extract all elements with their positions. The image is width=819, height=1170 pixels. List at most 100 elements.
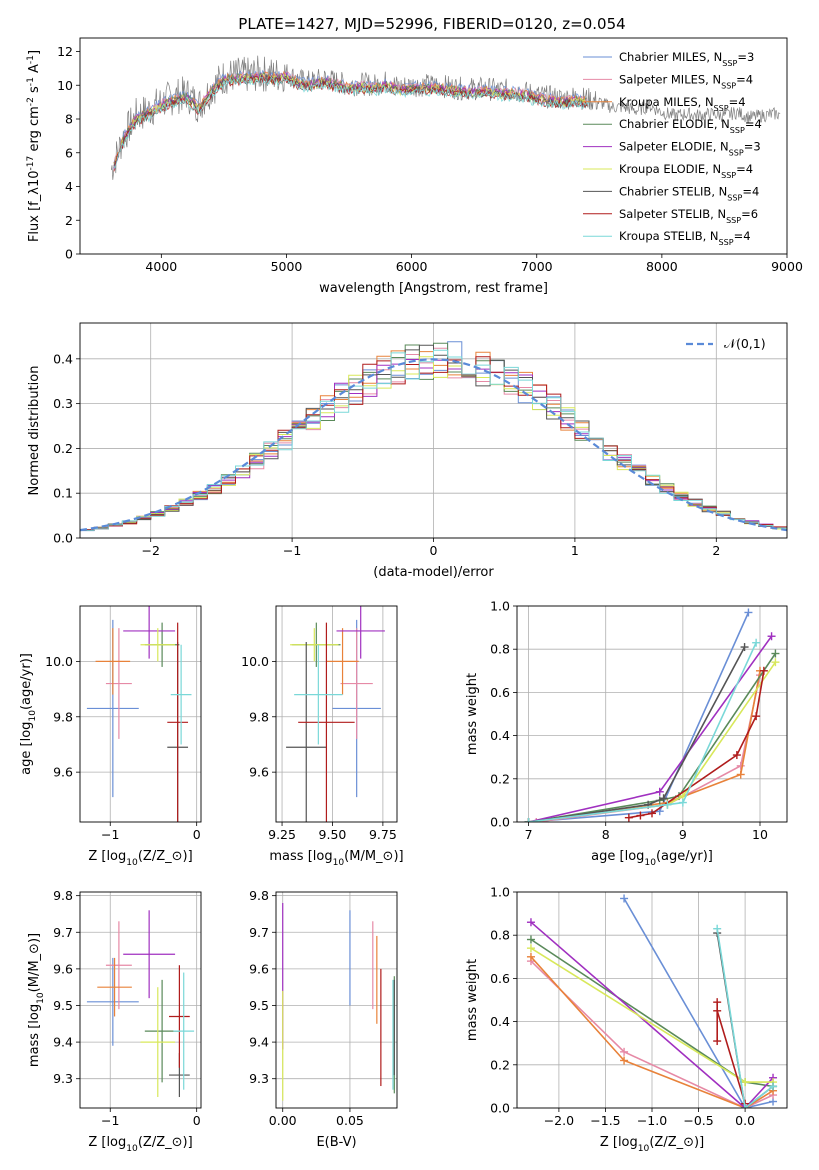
error-bar-point [298, 622, 355, 822]
series-marker [771, 649, 780, 658]
y-tick-label: 12 [57, 44, 73, 59]
legend-label: Salpeter STELIB, NSSP=6 [619, 207, 758, 225]
ticks: 4000 5000 6000 7000 8000 9000 0 2 4 6 8 10 12 [57, 44, 803, 274]
figure-title: PLATE=1427, MJD=52996, FIBERID=0120, z=0… [238, 15, 625, 33]
y-tick-label: 9.7 [53, 925, 73, 940]
ticks: −2.0 −1.5 −1.0 −0.5 0.0 0.0 0.2 0.4 0.6 0.8 1.0 [490, 885, 755, 1129]
x-tick-label: 9.50 [319, 827, 347, 842]
x-tick-label: 1 [571, 543, 579, 558]
grid [276, 892, 397, 1108]
axes-frame [79, 605, 202, 823]
series-line [536, 674, 761, 822]
series-marker [648, 809, 656, 818]
legend-label: Salpeter ELODIE, NSSP=3 [619, 140, 761, 158]
residuals-panel: −2 −1 0 1 2 0.0 0.1 0.2 0.3 0.4 (data-model)/error… [27, 322, 788, 580]
error-bar-point [140, 628, 176, 662]
y-tick-label: 9.8 [249, 888, 269, 903]
x-tick-label: −1 [101, 1113, 119, 1128]
legend-label: Chabrier STELIB, NSSP=4 [619, 184, 759, 202]
plot-area [86, 606, 192, 822]
x-tick-label: 9000 [771, 259, 803, 274]
x-tick-label: −1.0 [637, 1113, 667, 1128]
model-spectrum [113, 76, 590, 169]
y-axis-label: age [log10(age/yr)] [19, 653, 38, 775]
series-marker [663, 800, 672, 809]
mass-vs-ebv-panel: 0.00 0.05 9.3 9.4 9.5 9.6 9.7 9.8 E(B-V) [249, 888, 398, 1150]
plot-area [286, 606, 385, 822]
x-tick-label: 0 [430, 543, 438, 558]
residual-histogram [80, 356, 787, 530]
ticks: 0.00 0.05 9.3 9.4 9.5 9.6 9.7 9.8 [249, 888, 364, 1128]
spectrum-panel: 4000 5000 6000 7000 8000 9000 0 2 4 6 8 10 12 wavelen… [26, 37, 803, 296]
error-bar-point [123, 606, 176, 659]
series-marker [759, 666, 768, 675]
legend-label: Kroupa STELIB, NSSP=4 [619, 229, 751, 247]
legend-label: Salpeter MILES, NSSP=4 [619, 72, 753, 90]
series-line [628, 670, 765, 819]
error-bar-point [97, 957, 132, 1017]
ticks: 9.25 9.50 9.75 9.6 9.8 10.0 [241, 654, 397, 842]
y-tick-label: 0.0 [490, 815, 510, 830]
y-tick-label: 9.6 [53, 765, 73, 780]
series-line [530, 921, 774, 1108]
ticks: −1 0 9.3 9.4 9.5 9.6 9.7 9.8 [53, 888, 201, 1128]
error-bar-point [294, 644, 343, 745]
series-marker [767, 632, 776, 641]
plot-area [86, 910, 195, 1098]
series-marker [771, 658, 780, 667]
y-tick-label: 9.6 [53, 961, 73, 976]
series-marker [752, 638, 761, 647]
series-marker [744, 608, 753, 617]
x-tick-label: 9 [679, 827, 687, 842]
y-tick-label: 0.6 [490, 971, 510, 986]
series-marker [526, 918, 535, 927]
x-tick-label: −2 [141, 543, 159, 558]
mass-vs-metallicity-panel: −1 0 9.3 9.4 9.5 9.6 9.7 9.8 Z [log10(Z/Z_⊙)] mas… [27, 888, 202, 1154]
error-bar-point [336, 606, 385, 659]
y-tick-label: 0.3 [53, 396, 73, 411]
series-line [528, 646, 746, 822]
error-bar-point [140, 987, 176, 1098]
series-line [716, 928, 774, 1108]
series-marker [741, 1078, 750, 1087]
x-tick-label: 0 [193, 827, 201, 842]
x-tick-label: 0.0 [735, 1113, 755, 1128]
series-line [528, 661, 777, 822]
x-axis-label: E(B-V) [316, 1135, 356, 1150]
y-tick-label: 0.4 [490, 1014, 510, 1029]
axes-frame [79, 37, 788, 255]
series-marker [740, 643, 749, 652]
series-marker [732, 751, 741, 760]
x-tick-label: 8000 [646, 259, 678, 274]
series-marker [769, 1082, 778, 1091]
y-tick-label: 9.4 [53, 1035, 73, 1050]
series-marker [659, 794, 668, 803]
y-axis-label: Flux [f_λ10-17 erg cm-2 s-1 A-1] [26, 50, 42, 242]
normal-curve [80, 358, 787, 532]
x-tick-label: −2.0 [544, 1113, 574, 1128]
model-spectrum [113, 69, 588, 167]
y-tick-label: 10 [57, 78, 73, 93]
y-tick-label: 9.7 [249, 925, 269, 940]
y-tick-label: 10.0 [45, 654, 73, 669]
x-tick-label: 0.00 [269, 1113, 297, 1128]
series-marker [636, 811, 645, 820]
y-tick-label: 0 [65, 247, 73, 262]
y-tick-label: 8 [65, 112, 73, 127]
series-line [530, 956, 774, 1108]
series-marker [620, 1056, 629, 1065]
legend-label: Kroupa MILES, NSSP=4 [619, 95, 746, 113]
ticks: −2 −1 0 1 2 0.0 0.1 0.2 0.3 0.4 [53, 351, 720, 558]
y-tick-label: 6 [65, 145, 73, 160]
series-marker [526, 952, 535, 961]
age-vs-mass-panel: 9.25 9.50 9.75 9.6 9.8 10.0 mass [log10(M/M_⊙)… [241, 605, 404, 868]
x-axis-label: Z [log10(Z/Z_⊙)] [88, 1135, 192, 1154]
y-tick-label: 0.6 [490, 685, 510, 700]
y-tick-label: 0.4 [53, 351, 73, 366]
y-tick-label: 1.0 [490, 599, 510, 614]
x-axis-label: wavelength [Angstrom, rest frame] [319, 281, 548, 296]
x-tick-label: 9.75 [369, 827, 397, 842]
x-tick-label: 0.05 [336, 1113, 364, 1128]
y-axis-label: Normed distribution [27, 366, 42, 496]
